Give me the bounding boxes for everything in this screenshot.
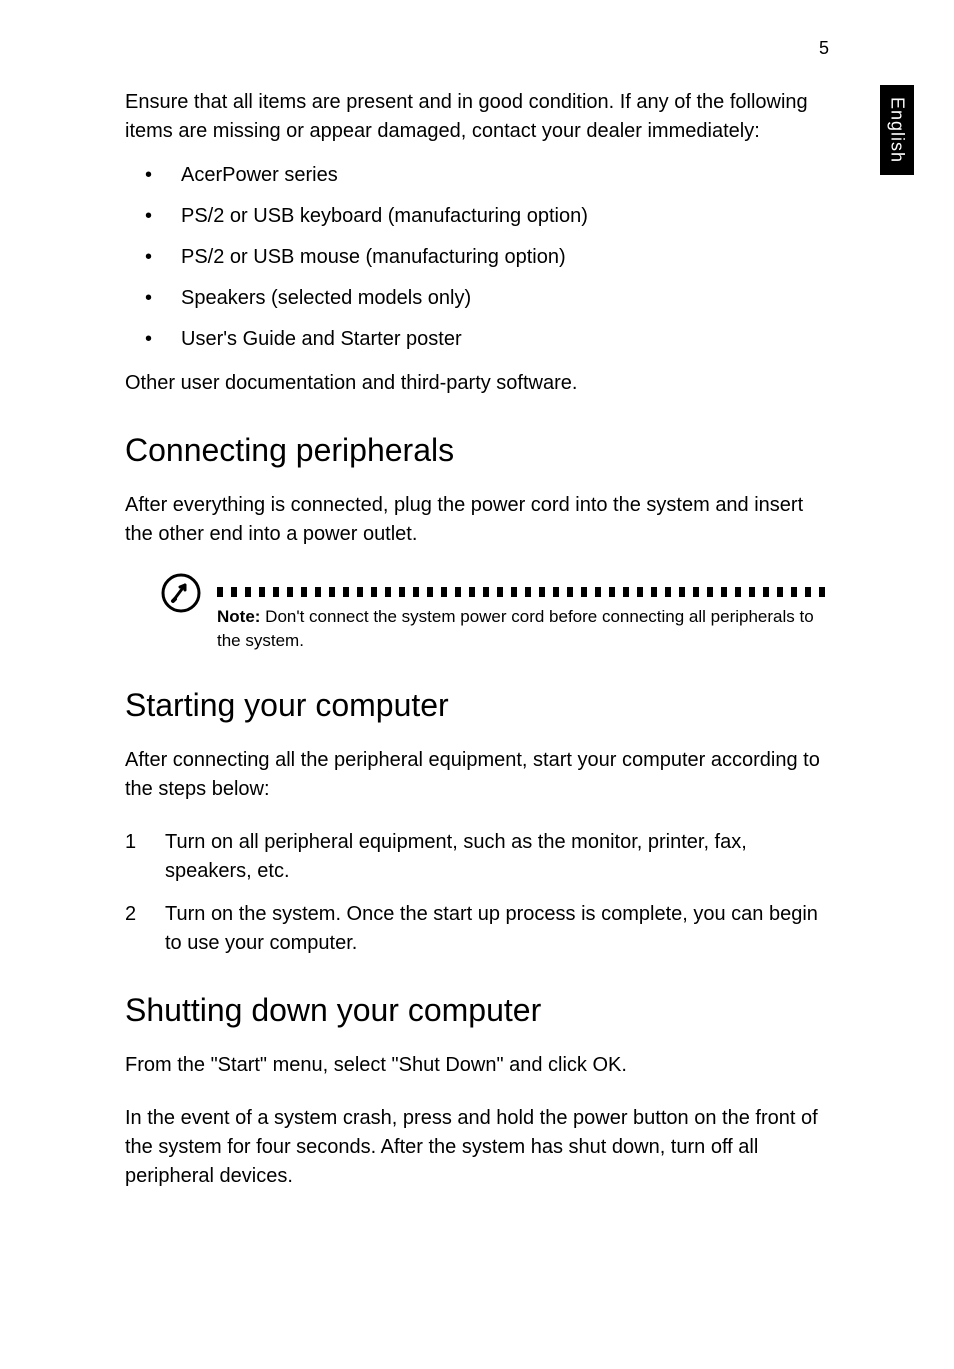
step-number: 2: [125, 900, 165, 958]
language-tab: English: [880, 85, 914, 175]
note-icon: [161, 573, 201, 618]
list-item: PS/2 or USB keyboard (manufacturing opti…: [145, 203, 829, 230]
step-item: 1 Turn on all peripheral equipment, such…: [125, 828, 829, 886]
step-text: Turn on all peripheral equipment, such a…: [165, 828, 829, 886]
shutting-paragraph-2: In the event of a system crash, press an…: [125, 1104, 829, 1191]
note-content: Don't connect the system power cord befo…: [217, 607, 814, 650]
content: Ensure that all items are present and in…: [125, 88, 829, 1191]
page-number: 5: [819, 38, 829, 59]
list-item: AcerPower series: [145, 162, 829, 189]
note-label: Note:: [217, 607, 260, 626]
items-list: AcerPower series PS/2 or USB keyboard (m…: [145, 162, 829, 353]
connecting-paragraph: After everything is connected, plug the …: [125, 491, 829, 549]
list-item: PS/2 or USB mouse (manufacturing option): [145, 244, 829, 271]
intro-paragraph: Ensure that all items are present and in…: [125, 88, 829, 146]
language-label: English: [887, 97, 908, 163]
note-body: Note: Don't connect the system power cor…: [217, 573, 829, 653]
note-text: Note: Don't connect the system power cor…: [217, 605, 829, 653]
list-item: Speakers (selected models only): [145, 285, 829, 312]
page: 5 English Ensure that all items are pres…: [0, 0, 954, 1369]
step-text: Turn on the system. Once the start up pr…: [165, 900, 829, 958]
heading-shutting: Shutting down your computer: [125, 992, 829, 1029]
heading-starting: Starting your computer: [125, 687, 829, 724]
steps-list: 1 Turn on all peripheral equipment, such…: [125, 828, 829, 958]
list-item: User's Guide and Starter poster: [145, 326, 829, 353]
heading-connecting: Connecting peripherals: [125, 432, 829, 469]
step-number: 1: [125, 828, 165, 886]
step-item: 2 Turn on the system. Once the start up …: [125, 900, 829, 958]
starting-paragraph: After connecting all the peripheral equi…: [125, 746, 829, 804]
after-list-paragraph: Other user documentation and third-party…: [125, 369, 829, 398]
shutting-paragraph-1: From the "Start" menu, select "Shut Down…: [125, 1051, 829, 1080]
note-dots: [217, 587, 829, 597]
note-block: Note: Don't connect the system power cor…: [161, 573, 829, 653]
